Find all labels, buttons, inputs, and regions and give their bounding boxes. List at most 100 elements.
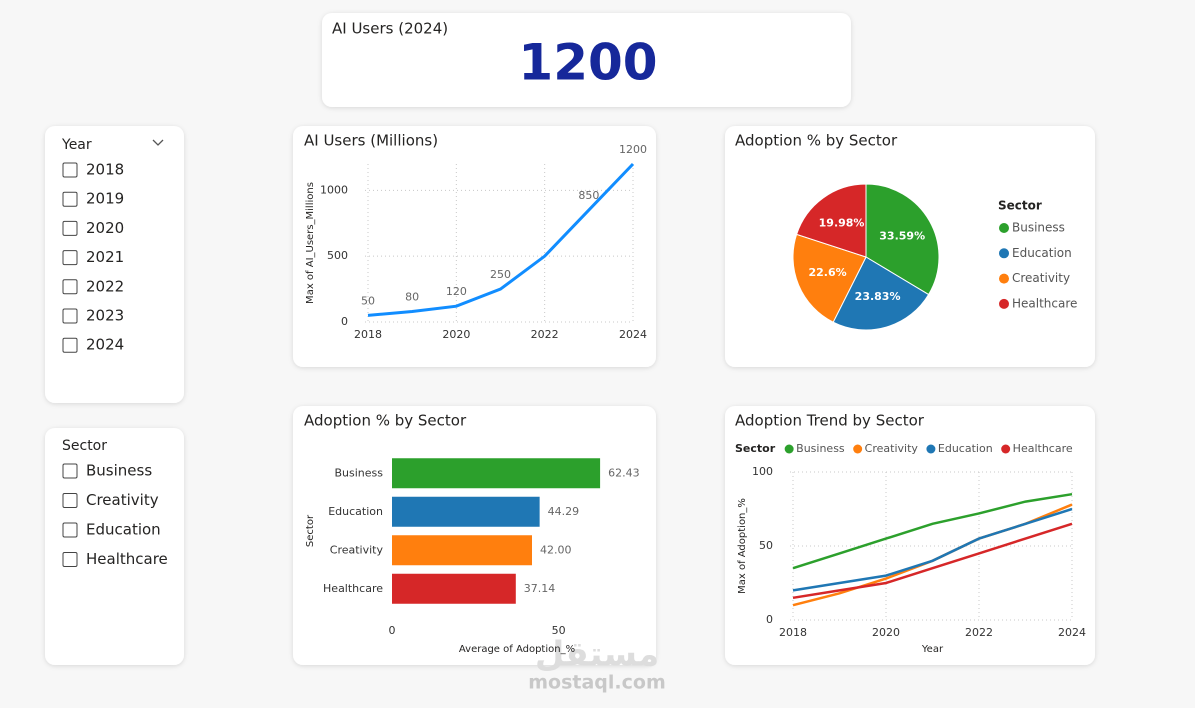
checkbox[interactable] xyxy=(62,308,78,324)
legend-label[interactable]: Business xyxy=(796,442,845,455)
legend-label[interactable]: Creativity xyxy=(865,442,919,455)
y-tick-label: Healthcare xyxy=(323,582,383,595)
slicer-title: Sector xyxy=(62,438,107,454)
legend-label[interactable]: Education xyxy=(1012,246,1072,260)
data-label: 42.00 xyxy=(540,543,572,556)
data-label: 37.14 xyxy=(524,582,556,595)
pie-slice xyxy=(865,183,940,296)
card-value: 1200 xyxy=(518,34,657,92)
y-tick-label: 500 xyxy=(327,249,348,262)
line xyxy=(792,492,1073,570)
chart-title: AI Users (Millions) xyxy=(304,132,438,150)
x-tick-label: 2022 xyxy=(531,328,559,341)
line xyxy=(792,507,1073,592)
y-tick-label: 0 xyxy=(766,613,773,626)
data-label: 850 xyxy=(578,189,599,202)
slicer-item[interactable]: 2020 xyxy=(86,219,124,237)
chart-title: Adoption Trend by Sector xyxy=(735,412,925,430)
x-tick-label: 2024 xyxy=(619,328,647,341)
checkbox[interactable] xyxy=(62,250,78,266)
legend-marker[interactable] xyxy=(853,444,863,454)
checkbox[interactable] xyxy=(62,337,78,353)
y-axis-title: Max of Adoption_% xyxy=(737,498,748,594)
y-tick-label: 0 xyxy=(341,315,348,328)
data-label: 44.29 xyxy=(548,505,580,518)
bar xyxy=(392,496,540,527)
checkbox[interactable] xyxy=(62,463,78,479)
legend-marker[interactable] xyxy=(926,444,936,454)
legend-marker[interactable] xyxy=(999,273,1009,284)
y-tick-label: Business xyxy=(334,466,383,479)
dropdown-chevron[interactable] xyxy=(152,139,164,146)
slicer-item[interactable]: 2023 xyxy=(86,307,124,325)
slicer-item[interactable]: 2021 xyxy=(86,248,124,266)
slicer-item[interactable]: Business xyxy=(86,462,152,480)
line xyxy=(792,522,1073,600)
legend-marker[interactable] xyxy=(999,223,1009,233)
x-tick-label: 0 xyxy=(389,624,396,637)
chart-title: Adoption % by Sector xyxy=(304,412,467,430)
x-tick-label: 2018 xyxy=(354,328,382,341)
checkbox[interactable] xyxy=(62,162,78,178)
x-axis-title: Year xyxy=(921,644,944,655)
legend-label[interactable]: Business xyxy=(1012,221,1065,235)
line xyxy=(367,162,635,317)
checkbox[interactable] xyxy=(62,191,78,207)
legend-marker[interactable] xyxy=(784,444,794,454)
y-tick-label: 50 xyxy=(759,539,773,552)
pie-slice xyxy=(792,233,867,323)
slicer-item[interactable]: Education xyxy=(86,521,161,539)
data-label: 23.83% xyxy=(855,290,901,303)
slicer-item[interactable]: 2022 xyxy=(86,277,124,295)
x-tick-label: 50 xyxy=(552,624,566,637)
y-tick-label: 100 xyxy=(752,465,773,478)
bar xyxy=(392,458,601,489)
slicer-item[interactable]: Creativity xyxy=(86,491,159,509)
legend-title: Sector xyxy=(998,199,1042,213)
checkbox[interactable] xyxy=(62,552,78,567)
y-tick-label: Education xyxy=(328,505,383,518)
y-axis-title: Sector xyxy=(305,514,316,547)
chart-panel xyxy=(293,126,656,367)
data-label: 19.98% xyxy=(819,216,865,229)
legend-marker[interactable] xyxy=(999,298,1009,309)
card-title: AI Users (2024) xyxy=(332,20,448,38)
slicer-item[interactable]: 2024 xyxy=(86,336,124,354)
card-panel xyxy=(322,13,851,107)
pie-slice xyxy=(795,183,867,258)
checkbox[interactable] xyxy=(62,522,78,538)
x-tick-label: 2018 xyxy=(779,626,807,639)
legend-title: Sector xyxy=(735,442,776,455)
x-axis-title: Average of Adoption_% xyxy=(459,644,575,655)
data-label: 1200 xyxy=(619,143,647,156)
data-label: 120 xyxy=(446,285,467,298)
legend-label[interactable]: Healthcare xyxy=(1012,296,1077,310)
legend-marker[interactable] xyxy=(999,248,1009,259)
slicer-title: Year xyxy=(61,137,92,153)
chart-title: Adoption % by Sector xyxy=(735,132,898,150)
legend-label[interactable]: Education xyxy=(938,442,993,455)
legend-label[interactable]: Healthcare xyxy=(1013,442,1073,455)
data-label: 80 xyxy=(405,290,419,303)
sector-slicer-panel xyxy=(45,428,184,665)
checkbox[interactable] xyxy=(62,493,78,508)
year-slicer-panel xyxy=(45,126,184,403)
x-tick-label: 2020 xyxy=(442,328,470,341)
x-tick-label: 2020 xyxy=(872,626,900,639)
data-label: 50 xyxy=(361,294,375,307)
legend-label[interactable]: Creativity xyxy=(1012,271,1070,285)
data-label: 22.6% xyxy=(809,266,847,279)
data-label: 62.43 xyxy=(608,466,640,479)
slicer-item[interactable]: Healthcare xyxy=(86,550,168,568)
slicer-item[interactable]: 2019 xyxy=(86,190,124,208)
y-axis-title: Max of AI_Users_Millions xyxy=(305,182,316,304)
slicer-item[interactable]: 2018 xyxy=(86,161,124,179)
x-tick-label: 2024 xyxy=(1058,626,1086,639)
checkbox[interactable] xyxy=(62,279,78,295)
watermark-logo: مستقل xyxy=(535,635,659,675)
y-tick-label: 1000 xyxy=(320,183,348,196)
data-label: 33.59% xyxy=(879,229,925,242)
checkbox[interactable] xyxy=(62,220,78,236)
legend-marker[interactable] xyxy=(1001,444,1011,454)
